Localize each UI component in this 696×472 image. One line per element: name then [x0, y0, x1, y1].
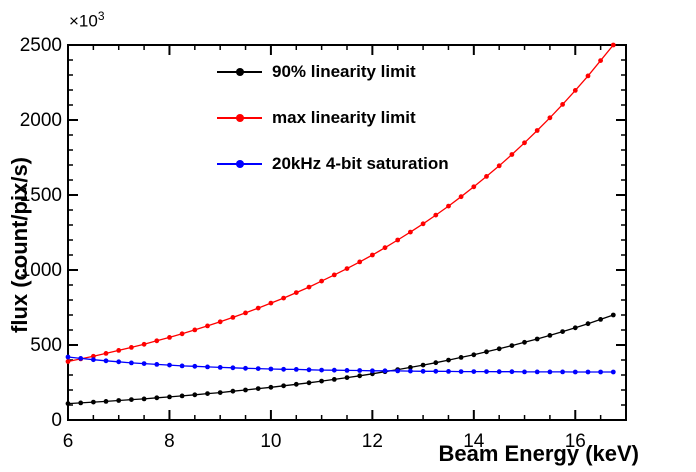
multiplier-exponent: 3	[97, 9, 105, 23]
legend: 90% linearity limit max linearity limit …	[217, 62, 449, 200]
svg-text:14: 14	[463, 431, 485, 452]
legend-line-marker-icon	[217, 160, 262, 168]
svg-text:500: 500	[30, 335, 62, 356]
svg-text:2500: 2500	[20, 35, 62, 56]
multiplier-base: ×10	[69, 11, 98, 31]
svg-text:12: 12	[362, 431, 383, 452]
legend-item-20khz-saturation: 20kHz 4-bit saturation	[217, 154, 449, 174]
legend-label: 20kHz 4-bit saturation	[272, 154, 449, 173]
legend-line-marker-icon	[217, 114, 262, 122]
x-axis-title: Beam Energy (keV)	[438, 441, 639, 466]
svg-text:8: 8	[164, 431, 175, 452]
legend-dot-icon	[236, 160, 244, 168]
svg-text:2000: 2000	[20, 110, 62, 131]
svg-text:0: 0	[51, 410, 62, 431]
y-axis-title: flux (count/pix/s)	[7, 157, 32, 333]
svg-text:16: 16	[565, 431, 586, 452]
legend-dot-icon	[236, 114, 244, 122]
svg-text:1500: 1500	[20, 185, 62, 206]
legend-item-max-linearity: max linearity limit	[217, 108, 449, 128]
svg-text:1000: 1000	[20, 260, 62, 281]
legend-label: 90% linearity limit	[272, 62, 416, 81]
svg-text:10: 10	[260, 431, 281, 452]
svg-text:6: 6	[63, 431, 74, 452]
y-axis-multiplier: ×103	[69, 9, 105, 32]
legend-item-90pct-linearity: 90% linearity limit	[217, 62, 449, 82]
legend-label: max linearity limit	[272, 108, 416, 127]
legend-line-marker-icon	[217, 68, 262, 76]
legend-dot-icon	[236, 68, 244, 76]
